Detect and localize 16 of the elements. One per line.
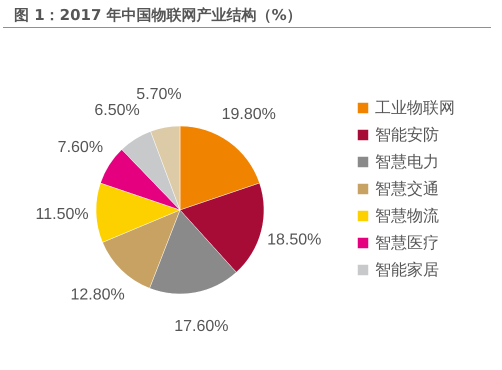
data-label: 19.80% [222,106,276,124]
legend-label: 智慧医疗 [375,233,439,252]
legend-label: 智慧电力 [375,152,439,171]
data-label: 17.60% [174,318,229,336]
data-label: 7.60% [58,138,104,156]
data-label: 18.50% [267,232,322,249]
data-label: 11.50% [36,206,89,224]
legend-label: 智慧物流 [375,206,439,225]
data-label: 6.50% [94,102,140,120]
legend-label: 智能安防 [375,125,439,144]
data-label: 5.70% [136,86,182,103]
legend-label: 智慧交通 [375,179,439,198]
chart-title: 图 1：2017 年中国物联网产业结构（%） [14,6,302,25]
data-label: 12.80% [70,286,125,304]
legend-label: 智能家居 [375,260,439,279]
legend-label: 工业物联网 [375,98,455,117]
